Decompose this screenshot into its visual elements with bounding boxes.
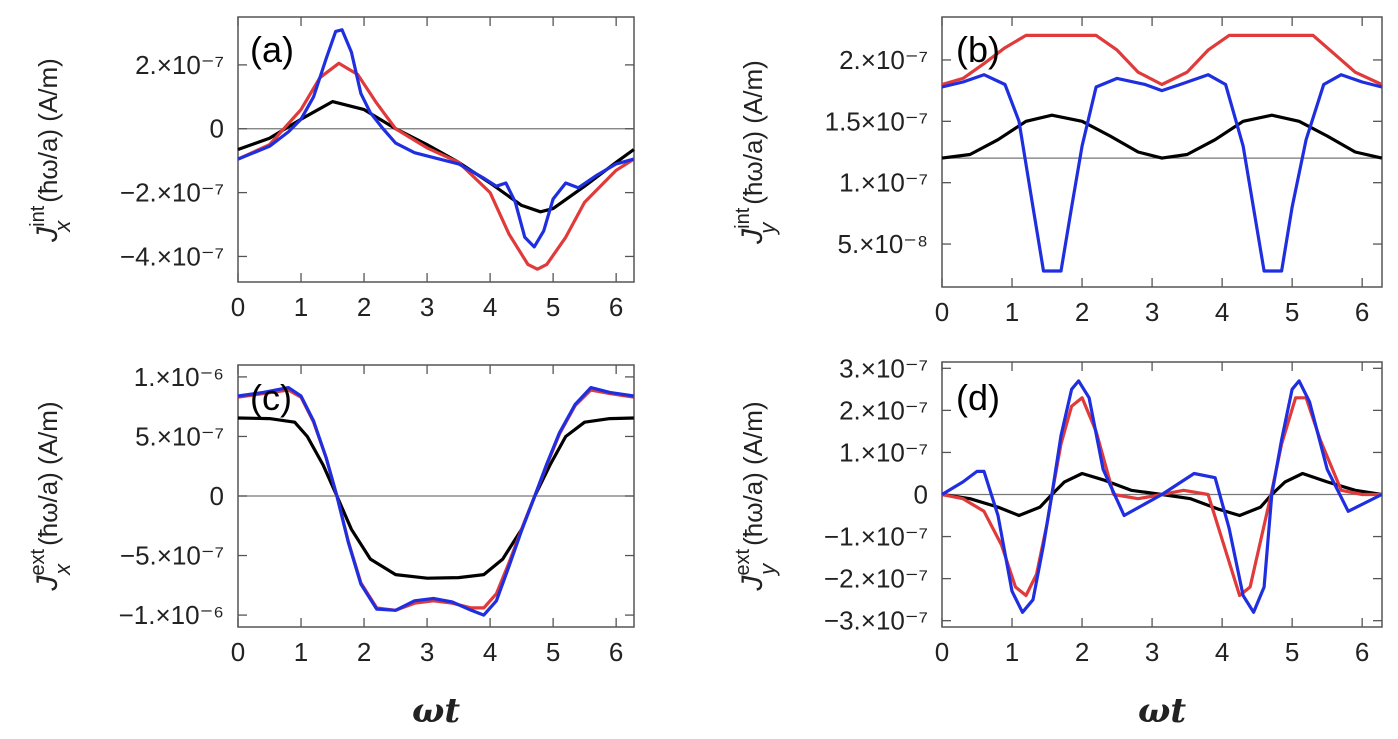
y-tick-label: 1.×10⁻⁶ <box>134 362 224 392</box>
x-tick-label: 5 <box>1285 637 1299 667</box>
y-tick-label: −3.×10⁻⁷ <box>824 606 928 636</box>
chart-panel-d: 0 1 2 3 4 5 6 3.×10⁻⁷ 2.×10⁻⁷ 1.×10⁻⁷ 0 −1.×10⁻⁷ −2.… <box>732 353 1383 731</box>
x-tick-label: 3 <box>420 292 434 322</box>
y-axis-label: Jinty(ħω/a) (A/m) <box>732 60 780 245</box>
series-line-blue <box>237 386 635 617</box>
y-tick-label: −5.×10⁻⁷ <box>120 541 224 571</box>
y-axis-label: Jexty(ħω/a) (A/m) <box>732 401 780 591</box>
x-tick-label: 1 <box>294 637 308 667</box>
x-tick-label: 6 <box>1355 637 1369 667</box>
y-tick-label: 0 <box>210 481 224 511</box>
x-tick-label: 1 <box>294 292 308 322</box>
x-tick-label: 6 <box>1355 297 1369 327</box>
x-axis-label: ωt <box>1138 691 1186 731</box>
x-tick-label: 6 <box>609 637 623 667</box>
series-line-black <box>941 113 1383 160</box>
y-axis-label: Jextx(ħω/a) (A/m) <box>27 401 75 591</box>
y-tick-label: −1.×10⁻⁶ <box>119 600 224 630</box>
x-tick-label: 0 <box>231 292 245 322</box>
series-line-red <box>941 33 1383 87</box>
y-tick-label: −1.×10⁻⁷ <box>824 522 928 552</box>
y-tick-label: 0 <box>210 114 224 144</box>
y-tick-label: −2.×10⁻⁷ <box>120 178 224 208</box>
x-tick-label: 2 <box>357 637 371 667</box>
x-tick-label: 4 <box>1215 637 1229 667</box>
panel-label: (c) <box>250 377 292 418</box>
x-tick-label: 1 <box>1005 637 1019 667</box>
x-tick-label: 2 <box>1075 637 1089 667</box>
chart-panel-c: 0 1 2 3 4 5 6 1.×10⁻⁶ 5.×10⁻⁷ 0 −5.×10⁻⁷ −1.×10⁻⁶ (c… <box>27 362 635 731</box>
x-tick-label: 5 <box>546 292 560 322</box>
x-axis-label: ωt <box>412 691 460 731</box>
panel-label: (a) <box>250 29 294 70</box>
x-tick-label: 2 <box>1075 297 1089 327</box>
y-tick-label: −4.×10⁻⁷ <box>120 241 224 271</box>
y-tick-label: 0 <box>914 480 928 510</box>
y-tick-label: 3.×10⁻⁷ <box>839 353 928 383</box>
chart-panel-b: 0 1 2 3 4 5 6 2.×10⁻⁷ 1.5×10⁻⁷ 1.×10⁻⁷ 5.×10⁻⁸ (b) J… <box>732 16 1383 327</box>
y-tick-label: 5.×10⁻⁷ <box>135 421 224 451</box>
chart-panel-a: 0 1 2 3 4 5 6 2.×10⁻⁷ 0 −2.×10⁻⁷ −4.×10⁻⁷ (a) Jintx(… <box>27 16 635 322</box>
x-tick-label: 3 <box>1145 637 1159 667</box>
x-tick-label: 0 <box>231 637 245 667</box>
x-tick-label: 6 <box>609 292 623 322</box>
y-tick-label: 1.5×10⁻⁷ <box>825 106 928 136</box>
y-tick-label: 1.×10⁻⁷ <box>839 437 928 467</box>
series-line-red <box>941 396 1382 598</box>
y-tick-label: 2.×10⁻⁷ <box>135 50 224 80</box>
x-tick-label: 4 <box>483 292 497 322</box>
x-tick-label: 3 <box>1145 297 1159 327</box>
x-tick-label: 0 <box>935 297 949 327</box>
panel-label: (b) <box>956 29 1000 70</box>
panel-label: (d) <box>956 377 1000 418</box>
y-tick-label: 2.×10⁻⁷ <box>839 45 928 75</box>
x-tick-label: 4 <box>483 637 497 667</box>
y-tick-label: 5.×10⁻⁸ <box>838 229 928 259</box>
y-tick-label: 2.×10⁻⁷ <box>839 395 928 425</box>
series-line-black <box>237 416 634 580</box>
x-tick-label: 5 <box>1285 297 1299 327</box>
y-tick-label: −2.×10⁻⁷ <box>824 564 928 594</box>
x-tick-label: 4 <box>1215 297 1229 327</box>
x-tick-label: 3 <box>420 637 434 667</box>
x-tick-label: 0 <box>935 637 949 667</box>
x-tick-label: 5 <box>546 637 560 667</box>
y-axis-label: Jintx(ħω/a) (A/m) <box>27 58 75 243</box>
x-tick-label: 2 <box>357 292 371 322</box>
series-line-blue <box>237 28 635 249</box>
series-line-blue <box>941 73 1383 273</box>
series-line-blue <box>941 379 1383 614</box>
plot-frame-b <box>941 16 1383 288</box>
x-tick-label: 1 <box>1005 297 1019 327</box>
y-tick-label: 1.×10⁻⁷ <box>839 168 928 198</box>
series-line-red <box>237 61 635 271</box>
